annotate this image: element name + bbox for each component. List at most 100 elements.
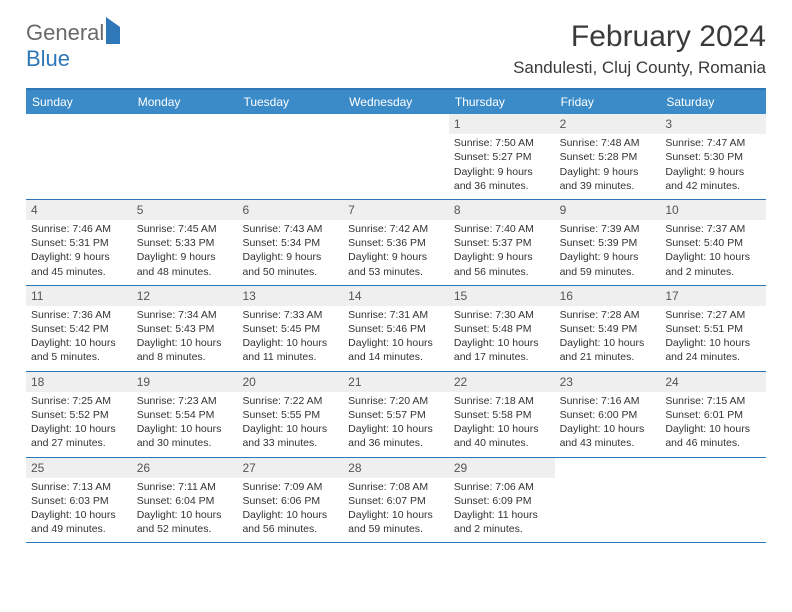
day-body: Sunrise: 7:18 AMSunset: 5:58 PMDaylight:… [449,392,555,457]
week-row: 11Sunrise: 7:36 AMSunset: 5:42 PMDayligh… [26,286,766,372]
daylight: Daylight: 10 hours and 30 minutes. [137,422,233,450]
daylight: Daylight: 10 hours and 56 minutes. [242,508,338,536]
daylight: Daylight: 10 hours and 24 minutes. [665,336,761,364]
day-cell [237,114,343,199]
day-cell: 17Sunrise: 7:27 AMSunset: 5:51 PMDayligh… [660,286,766,371]
sunrise: Sunrise: 7:47 AM [665,136,761,150]
day-number: 12 [132,286,238,306]
logo-blue: Blue [26,46,70,71]
sunrise: Sunrise: 7:28 AM [560,308,656,322]
daylight: Daylight: 10 hours and 2 minutes. [665,250,761,278]
day-cell: 9Sunrise: 7:39 AMSunset: 5:39 PMDaylight… [555,200,661,285]
day-cell: 15Sunrise: 7:30 AMSunset: 5:48 PMDayligh… [449,286,555,371]
daylight: Daylight: 10 hours and 43 minutes. [560,422,656,450]
day-body: Sunrise: 7:30 AMSunset: 5:48 PMDaylight:… [449,306,555,371]
day-cell: 13Sunrise: 7:33 AMSunset: 5:45 PMDayligh… [237,286,343,371]
sunrise: Sunrise: 7:06 AM [454,480,550,494]
day-cell: 26Sunrise: 7:11 AMSunset: 6:04 PMDayligh… [132,458,238,543]
day-body: Sunrise: 7:36 AMSunset: 5:42 PMDaylight:… [26,306,132,371]
dow-sunday: Sunday [26,90,132,114]
day-number: 20 [237,372,343,392]
day-body: Sunrise: 7:06 AMSunset: 6:09 PMDaylight:… [449,478,555,543]
week-row: 25Sunrise: 7:13 AMSunset: 6:03 PMDayligh… [26,458,766,544]
day-number: 17 [660,286,766,306]
day-number: 8 [449,200,555,220]
day-number: 7 [343,200,449,220]
day-cell: 4Sunrise: 7:46 AMSunset: 5:31 PMDaylight… [26,200,132,285]
day-cell: 6Sunrise: 7:43 AMSunset: 5:34 PMDaylight… [237,200,343,285]
sunrise: Sunrise: 7:31 AM [348,308,444,322]
dow-row: Sunday Monday Tuesday Wednesday Thursday… [26,90,766,114]
daylight: Daylight: 10 hours and 36 minutes. [348,422,444,450]
day-number: 1 [449,114,555,134]
sunrise: Sunrise: 7:11 AM [137,480,233,494]
daylight: Daylight: 10 hours and 40 minutes. [454,422,550,450]
sunset: Sunset: 5:57 PM [348,408,444,422]
day-body: Sunrise: 7:25 AMSunset: 5:52 PMDaylight:… [26,392,132,457]
daylight: Daylight: 9 hours and 36 minutes. [454,165,550,193]
day-body: Sunrise: 7:42 AMSunset: 5:36 PMDaylight:… [343,220,449,285]
sunset: Sunset: 5:40 PM [665,236,761,250]
day-body: Sunrise: 7:40 AMSunset: 5:37 PMDaylight:… [449,220,555,285]
daylight: Daylight: 10 hours and 59 minutes. [348,508,444,536]
logo-mark-icon [106,17,120,44]
day-number: 14 [343,286,449,306]
day-body: Sunrise: 7:34 AMSunset: 5:43 PMDaylight:… [132,306,238,371]
day-number: 3 [660,114,766,134]
day-body: Sunrise: 7:22 AMSunset: 5:55 PMDaylight:… [237,392,343,457]
daylight: Daylight: 10 hours and 11 minutes. [242,336,338,364]
day-number: 28 [343,458,449,478]
day-number: 13 [237,286,343,306]
day-number: 24 [660,372,766,392]
sunset: Sunset: 5:48 PM [454,322,550,336]
day-number: 2 [555,114,661,134]
sunrise: Sunrise: 7:18 AM [454,394,550,408]
sunrise: Sunrise: 7:37 AM [665,222,761,236]
day-number: 23 [555,372,661,392]
sunrise: Sunrise: 7:20 AM [348,394,444,408]
sunrise: Sunrise: 7:39 AM [560,222,656,236]
day-cell: 29Sunrise: 7:06 AMSunset: 6:09 PMDayligh… [449,458,555,543]
header: General Blue February 2024 Sandulesti, C… [26,20,766,78]
day-body: Sunrise: 7:47 AMSunset: 5:30 PMDaylight:… [660,134,766,199]
sunset: Sunset: 5:42 PM [31,322,127,336]
sunset: Sunset: 5:37 PM [454,236,550,250]
daylight: Daylight: 10 hours and 52 minutes. [137,508,233,536]
sunset: Sunset: 5:52 PM [31,408,127,422]
dow-wednesday: Wednesday [343,90,449,114]
day-number: 6 [237,200,343,220]
day-cell: 27Sunrise: 7:09 AMSunset: 6:06 PMDayligh… [237,458,343,543]
sunset: Sunset: 5:55 PM [242,408,338,422]
sunset: Sunset: 6:04 PM [137,494,233,508]
sunset: Sunset: 5:51 PM [665,322,761,336]
day-cell: 1Sunrise: 7:50 AMSunset: 5:27 PMDaylight… [449,114,555,199]
day-cell: 22Sunrise: 7:18 AMSunset: 5:58 PMDayligh… [449,372,555,457]
sunset: Sunset: 5:36 PM [348,236,444,250]
day-cell: 20Sunrise: 7:22 AMSunset: 5:55 PMDayligh… [237,372,343,457]
day-cell [343,114,449,199]
day-cell: 5Sunrise: 7:45 AMSunset: 5:33 PMDaylight… [132,200,238,285]
daylight: Daylight: 9 hours and 48 minutes. [137,250,233,278]
dow-tuesday: Tuesday [237,90,343,114]
day-number: 15 [449,286,555,306]
sunset: Sunset: 5:49 PM [560,322,656,336]
daylight: Daylight: 9 hours and 50 minutes. [242,250,338,278]
day-body: Sunrise: 7:15 AMSunset: 6:01 PMDaylight:… [660,392,766,457]
sunrise: Sunrise: 7:46 AM [31,222,127,236]
sunset: Sunset: 5:33 PM [137,236,233,250]
location: Sandulesti, Cluj County, Romania [513,58,766,78]
logo-general: General [26,20,104,45]
day-number: 22 [449,372,555,392]
sunrise: Sunrise: 7:16 AM [560,394,656,408]
daylight: Daylight: 9 hours and 59 minutes. [560,250,656,278]
day-body: Sunrise: 7:27 AMSunset: 5:51 PMDaylight:… [660,306,766,371]
calendar: Sunday Monday Tuesday Wednesday Thursday… [26,88,766,543]
day-body: Sunrise: 7:39 AMSunset: 5:39 PMDaylight:… [555,220,661,285]
sunset: Sunset: 5:30 PM [665,150,761,164]
day-body: Sunrise: 7:48 AMSunset: 5:28 PMDaylight:… [555,134,661,199]
title-block: February 2024 Sandulesti, Cluj County, R… [513,20,766,78]
sunrise: Sunrise: 7:09 AM [242,480,338,494]
day-number: 27 [237,458,343,478]
day-body: Sunrise: 7:37 AMSunset: 5:40 PMDaylight:… [660,220,766,285]
daylight: Daylight: 10 hours and 33 minutes. [242,422,338,450]
